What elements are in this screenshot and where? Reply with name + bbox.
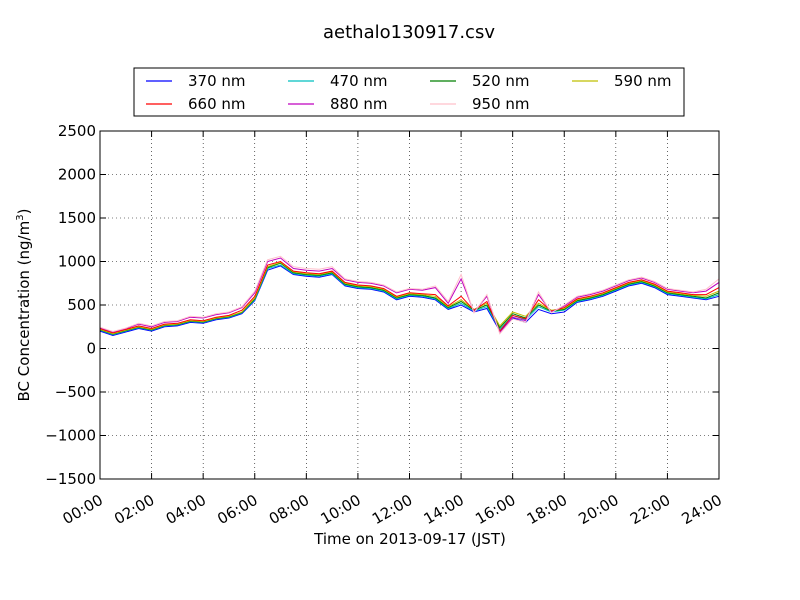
chart-title: aethalo130917.csv	[323, 22, 495, 43]
series-line-370-nm	[99, 265, 720, 337]
y-axis: −1500 −1000 −500 0 500 1000 1500 2000 2500	[45, 122, 719, 488]
y-tick-label: 2000	[58, 166, 96, 184]
y-tick-label: 500	[67, 296, 96, 314]
legend: 370 nm 470 nm 520 nm 590 nm 660 nm 880 nm 950 …	[133, 67, 685, 117]
legend-label: 520 nm	[472, 72, 530, 90]
y-tick-label: 1000	[58, 253, 96, 271]
legend-label: 370 nm	[188, 72, 246, 90]
series-line-950-nm	[99, 255, 720, 335]
legend-label: 590 nm	[614, 72, 672, 90]
legend-label: 660 nm	[188, 95, 246, 113]
legend-label: 950 nm	[472, 95, 530, 113]
y-axis-label-end: )	[15, 209, 33, 215]
series-line-880-nm	[99, 257, 720, 334]
y-tick-label: −1500	[45, 470, 96, 488]
series-lines	[99, 255, 720, 337]
legend-box	[133, 67, 685, 117]
x-axis-label: Time on 2013-09-17 (JST)	[313, 530, 506, 548]
y-tick-label: 2500	[58, 122, 96, 140]
y-tick-label: −1000	[45, 427, 96, 445]
y-tick-label: −500	[55, 383, 96, 401]
series-line-660-nm	[99, 260, 720, 334]
y-tick-label: 1500	[58, 209, 96, 227]
y-axis-label-main: BC Concentration (ng/m	[15, 221, 33, 402]
series-line-590-nm	[99, 261, 720, 335]
y-axis-label: BC Concentration (ng/m3)	[15, 209, 33, 402]
legend-label: 470 nm	[330, 72, 388, 90]
y-tick-label: 0	[86, 340, 96, 358]
y-axis-label-sup: 3	[15, 214, 26, 220]
legend-label: 880 nm	[330, 95, 388, 113]
